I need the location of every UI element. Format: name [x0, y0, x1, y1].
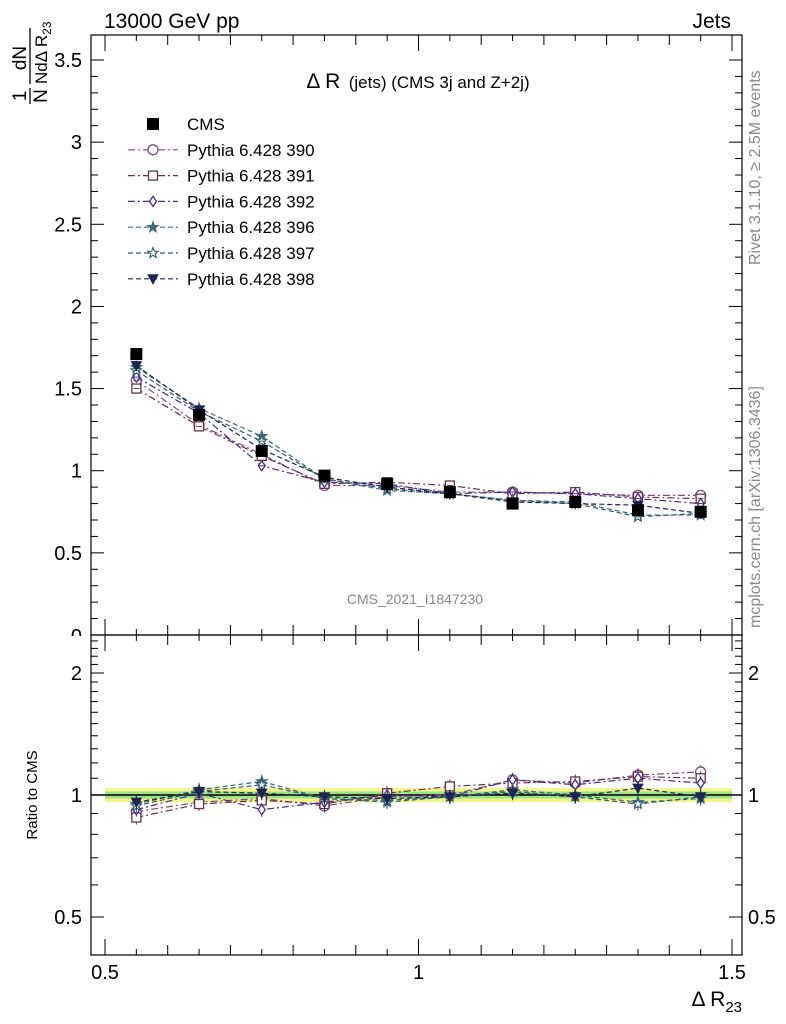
ratio-y-axis-label: Ratio to CMS — [24, 750, 41, 839]
header-right: Jets — [692, 10, 731, 33]
main-y-tick-label: 2.5 — [54, 214, 82, 236]
ratio-y-tick-label-right: 2 — [748, 663, 759, 685]
main-y-tick-label: 1.5 — [54, 379, 82, 401]
legend-marker — [147, 144, 159, 156]
ratio-y-tick-label: 0.5 — [54, 907, 82, 929]
legend-label: Pythia 6.428 397 — [187, 244, 315, 263]
x-tick-label: 1.5 — [718, 962, 746, 984]
main-series-line — [136, 365, 701, 515]
main-y-tick-label-zero: 0 — [71, 626, 82, 648]
ratio-series-line — [136, 787, 701, 803]
ylabel-numerator: dN — [10, 46, 31, 70]
ratio-data-point — [318, 792, 331, 803]
ratio-y-tick-label-right: 1 — [748, 785, 759, 807]
legend: CMS Pythia 6.428 390 Pythia 6.428 391 Pythi… — [128, 115, 315, 289]
main-y-tick-label: 3 — [71, 132, 82, 154]
x-tick-label: 0.5 — [91, 962, 119, 984]
main-y-tick-label: 3.5 — [54, 50, 82, 72]
title-delta-r: Δ R — [306, 70, 340, 93]
ylabel-subscript: 23 — [40, 21, 54, 35]
ratio-series-line — [136, 780, 701, 805]
ratio-data-point — [444, 792, 456, 803]
ratio-data-point — [631, 796, 645, 810]
ratio-data-point — [506, 788, 519, 800]
x-axis-label: Δ R23 — [691, 988, 742, 1016]
ylabel-denominator-text: NdΔ R — [32, 35, 51, 84]
ratio-series-line — [136, 771, 701, 813]
ratio-series-line — [136, 777, 701, 811]
ratio-data-point — [193, 798, 205, 810]
x-axis-label-sub: 23 — [725, 999, 742, 1016]
main-y-tick-label: 2 — [71, 296, 82, 318]
header-left: 13000 GeV pp — [104, 10, 239, 33]
ratio-data-point — [381, 794, 393, 805]
ratio-data-point — [569, 792, 582, 803]
legend-marker — [147, 118, 159, 130]
x-tick-label: 1 — [413, 962, 424, 984]
main-series-line — [136, 366, 701, 516]
main-plot-title: Δ R (jets) (CMS 3j and Z+2j) — [306, 70, 529, 93]
ratio-y-tick-label-right: 0.5 — [748, 907, 776, 929]
ratio-data-point — [193, 787, 205, 798]
legend-label: Pythia 6.428 391 — [187, 167, 315, 186]
legend-marker — [148, 195, 158, 208]
main-y-tick-label: 0.5 — [54, 543, 82, 565]
main-y-tick-label: 1 — [71, 461, 82, 483]
legend-marker — [146, 220, 160, 233]
ratio-y-tick-label: 1 — [71, 785, 82, 807]
main-plot-area: 0.5 1 1.5 2 2.5 3 3.5 0 — [54, 34, 743, 648]
ylabel-one: 1 — [10, 91, 31, 102]
ylabel-denominator: NdΔ R23 — [32, 21, 54, 84]
x-axis-label-main: Δ R — [691, 988, 725, 1011]
legend-label: Pythia 6.428 398 — [187, 270, 315, 289]
main-series-line — [136, 379, 701, 496]
legend-label: Pythia 6.428 396 — [187, 218, 315, 237]
analysis-watermark: CMS_2021_I1847230 — [347, 591, 483, 607]
legend-label: Pythia 6.428 390 — [187, 141, 315, 160]
main-series-line — [136, 369, 701, 518]
ratio-data-point — [130, 797, 143, 809]
legend-marker — [147, 170, 159, 181]
main-data-point — [254, 434, 269, 447]
ratio-data-point — [632, 783, 644, 795]
ratio-y-tick-label: 2 — [71, 663, 82, 685]
ratio-series-line — [136, 784, 701, 807]
ratio-data-point — [255, 788, 268, 800]
ratio-data-point — [257, 803, 267, 816]
main-series-line — [136, 376, 701, 505]
main-y-axis-label: 1 N dN NdΔ R23 — [10, 21, 54, 104]
ratio-data-point — [696, 776, 705, 790]
mcplots-side-text: mcplots.cern.ch [arXiv:1306.3436] — [747, 386, 764, 628]
ratio-plot-area: 0.5 1 1.5 0.5 0.5 1 1 2 2 — [54, 35, 776, 984]
legend-marker — [147, 274, 159, 285]
rivet-side-text: Rivet 3.1.10, ≥ 2.5M events — [747, 70, 764, 265]
ratio-data-point — [694, 792, 707, 803]
ratio-series-line — [136, 776, 701, 819]
ylabel-n: N — [31, 89, 52, 103]
ratio-data-point — [444, 781, 456, 792]
legend-label: Pythia 6.428 392 — [187, 192, 315, 211]
legend-label: CMS — [187, 115, 225, 134]
main-series-line — [136, 388, 701, 500]
title-rest: (jets) (CMS 3j and Z+2j) — [349, 73, 530, 92]
legend-marker — [146, 245, 160, 259]
